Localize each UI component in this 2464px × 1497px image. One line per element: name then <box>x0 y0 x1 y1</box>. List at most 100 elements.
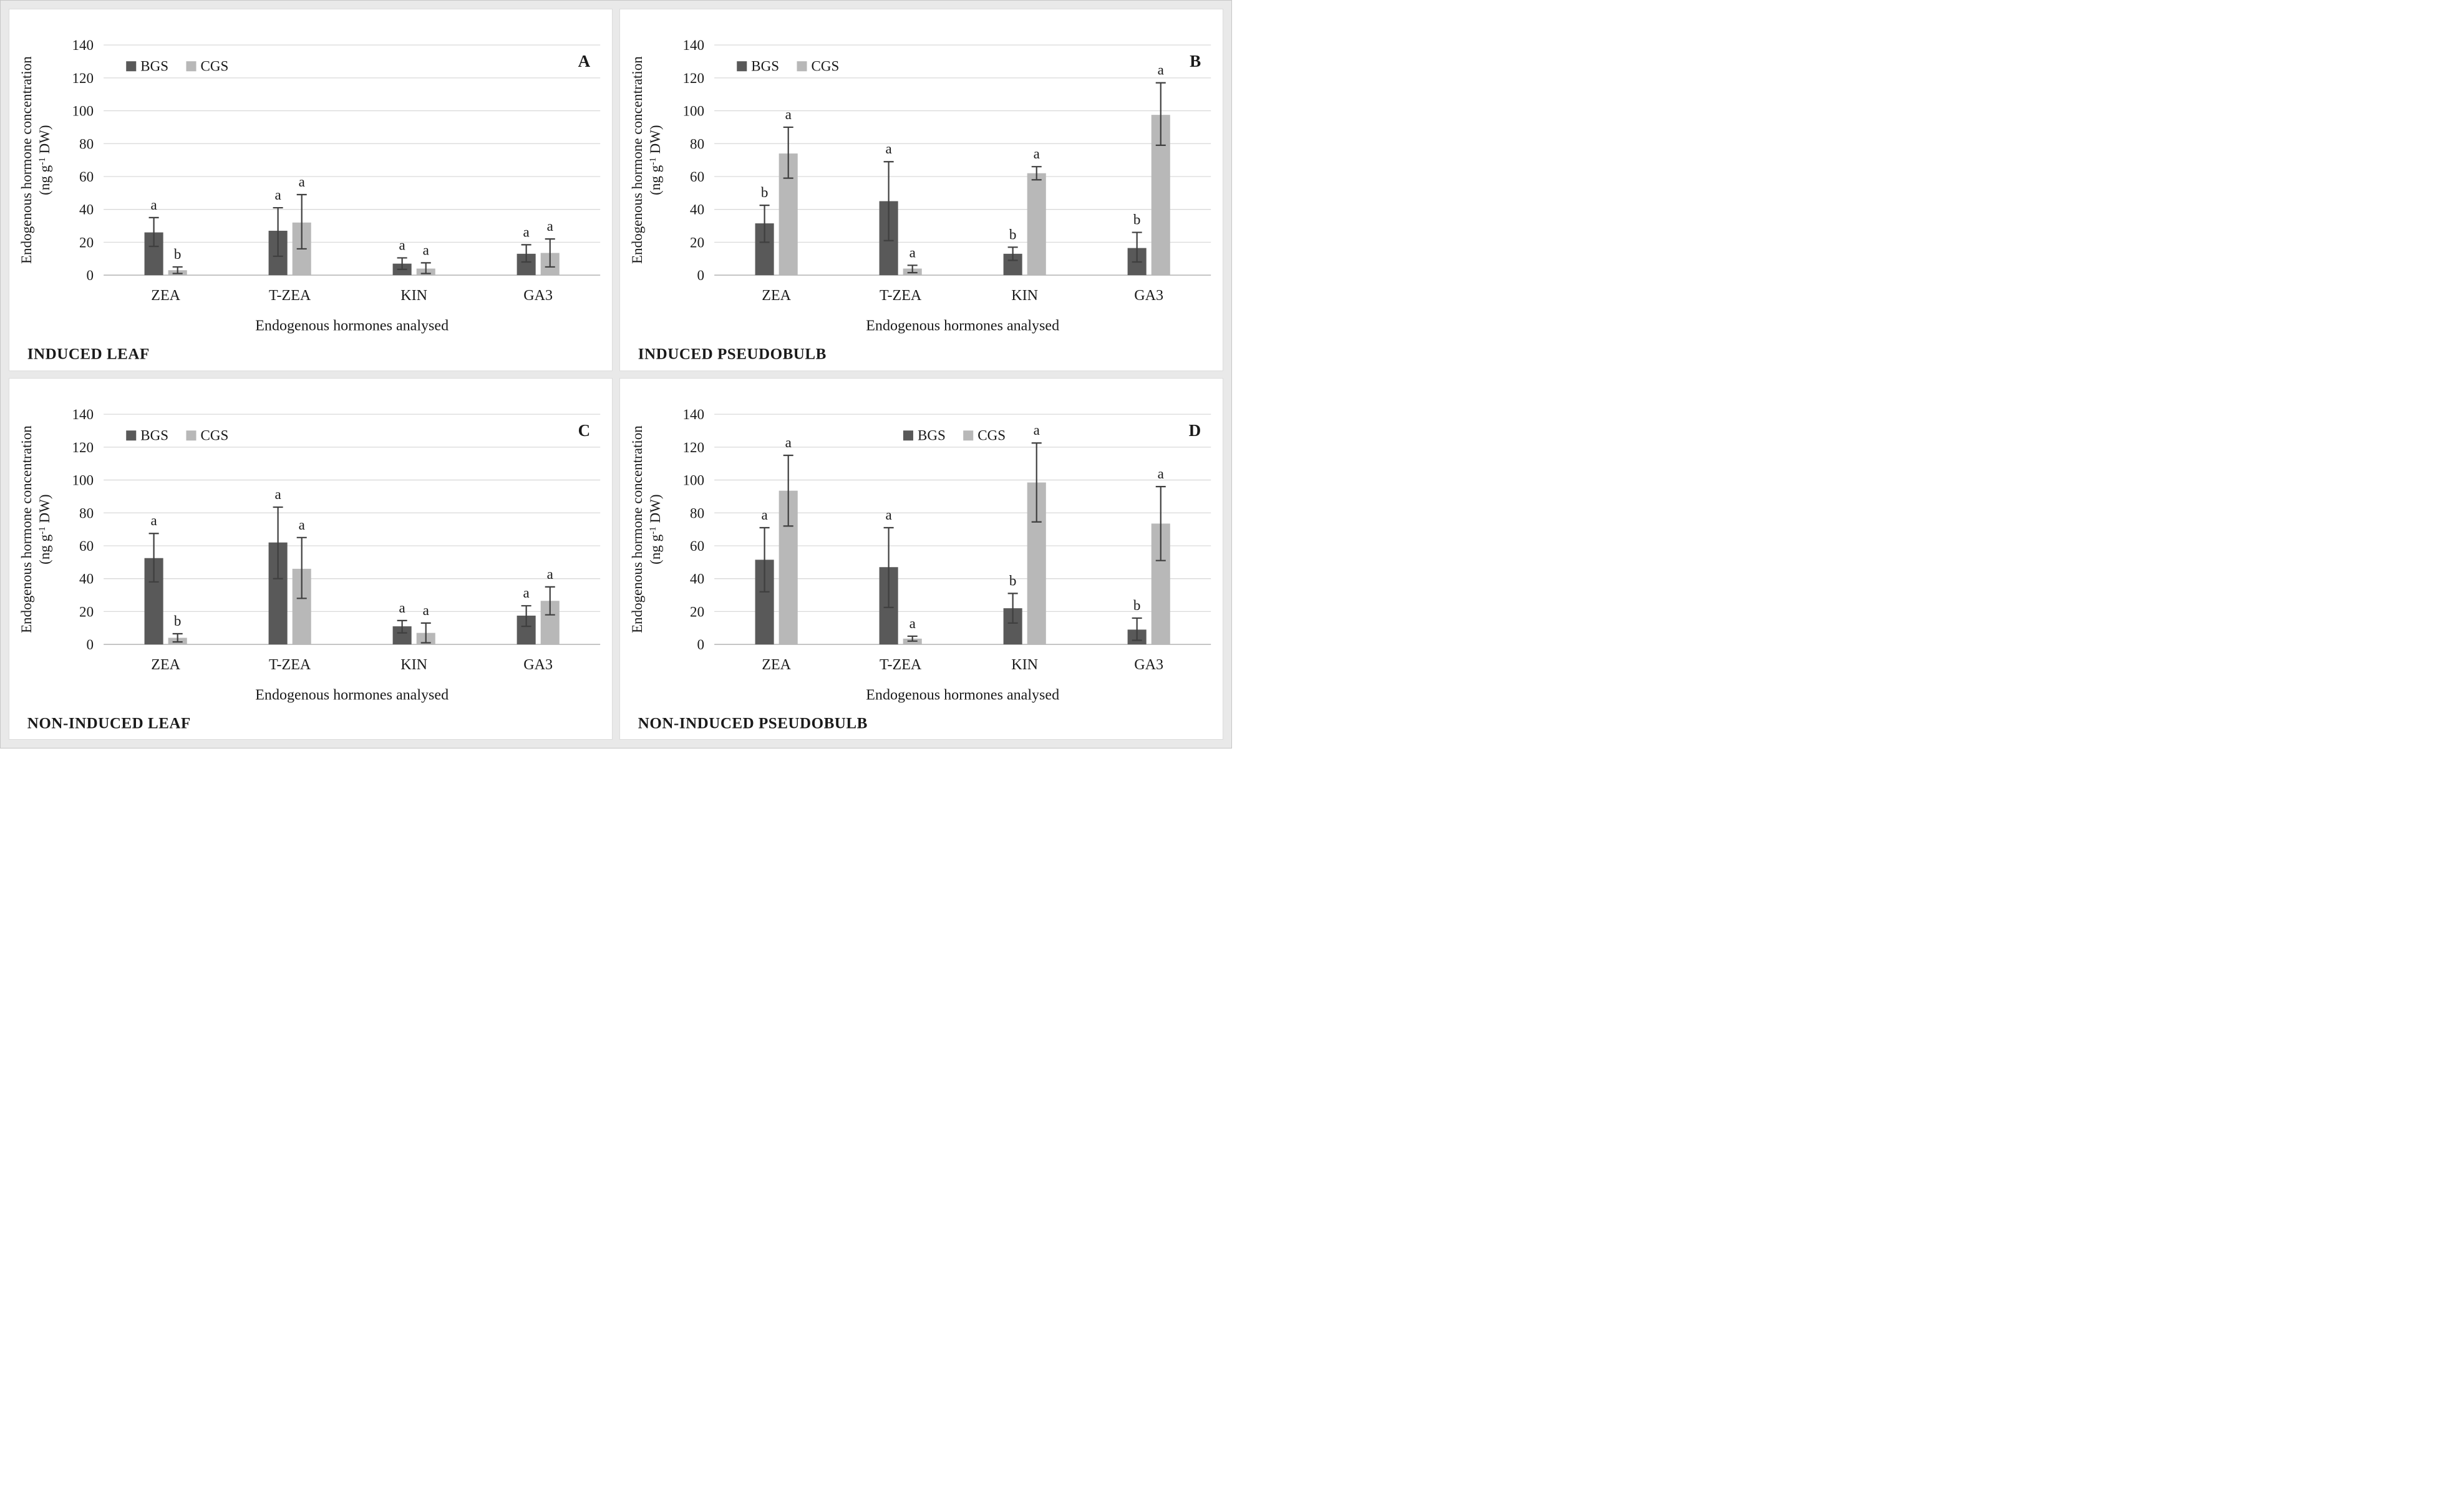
sig-letter: a <box>885 506 891 522</box>
legend-swatch-bgs <box>126 61 137 72</box>
y-axis-title-line1: Endogenous hormone concentration <box>629 56 645 264</box>
sig-letter: a <box>785 434 792 450</box>
legend-swatch-bgs <box>737 61 747 72</box>
legend-label-bgs: BGS <box>751 57 779 74</box>
y-tick-label: 60 <box>79 538 94 554</box>
y-tick-label: 60 <box>79 168 94 185</box>
x-category-label: GA3 <box>1134 288 1163 304</box>
error-bar <box>273 206 283 257</box>
sig-letter: b <box>1009 226 1017 242</box>
y-tick-label: 20 <box>79 603 94 619</box>
chart-b: 0 20 40 60 80 100 120 140 Endogenous hormone con… <box>629 37 1211 362</box>
legend-label-cgs: CGS <box>201 427 229 443</box>
x-category-label: GA3 <box>523 288 553 304</box>
x-category-label: T-ZEA <box>880 657 922 673</box>
y-tick-label: 40 <box>79 570 94 586</box>
x-category-label: KIN <box>1011 657 1038 673</box>
chart-a: 0 20 40 60 80 100 120 140 Endogenous hormone con… <box>18 37 601 362</box>
error-bar <box>1155 82 1166 147</box>
sig-letter: a <box>761 506 767 522</box>
chart-d: 0 20 40 60 80 100 120 140 Endogenous hormone con… <box>629 406 1211 732</box>
legend-label-cgs: CGS <box>977 427 1006 443</box>
sig-letter: b <box>174 612 182 628</box>
sig-letter: a <box>523 584 530 601</box>
y-axis-title-line1: Endogenous hormone concentration <box>629 425 645 632</box>
y-tick-label: 80 <box>79 505 94 521</box>
panel-induced-leaf: 0 20 40 60 80 100 120 140 Endogenous hormone con… <box>9 9 613 371</box>
y-tick-label: 140 <box>683 37 705 53</box>
y-tick-label: 100 <box>72 472 94 488</box>
sig-letter: a <box>150 196 157 213</box>
error-bar <box>397 619 407 634</box>
x-category-label: ZEA <box>151 288 180 304</box>
y-tick-label: 0 <box>697 636 705 652</box>
error-bar <box>420 262 431 274</box>
sig-letter: a <box>909 244 916 260</box>
error-bar <box>296 193 307 250</box>
chart-c: 0 20 40 60 80 100 120 140 Endogenous hormone con… <box>18 406 601 732</box>
sig-letter: a <box>1034 422 1040 438</box>
error-bar <box>545 586 555 616</box>
y-tick-label: 60 <box>690 168 704 185</box>
y-axis-title-line2: (ng g-1 DW) <box>36 125 52 195</box>
error-bar <box>759 526 770 593</box>
y-tick-label: 0 <box>87 636 94 652</box>
y-tick-label: 20 <box>690 234 704 250</box>
x-category-label: GA3 <box>523 657 553 673</box>
error-bar <box>172 266 183 274</box>
error-bar <box>148 532 159 583</box>
x-category-label: KIN <box>1011 288 1038 304</box>
panel-letter: D <box>1189 421 1201 440</box>
y-tick-label: 40 <box>690 201 704 218</box>
legend-label-cgs: CGS <box>812 57 840 74</box>
panel-induced-pseudobulb: 0 20 40 60 80 100 120 140 Endogenous hormone con… <box>619 9 1223 371</box>
sig-letter: b <box>1009 572 1017 588</box>
error-bar <box>1007 246 1018 261</box>
error-bar <box>1132 231 1142 263</box>
error-bar <box>397 257 407 270</box>
x-category-label: T-ZEA <box>269 288 311 304</box>
y-tick-label: 120 <box>72 438 94 455</box>
sig-letter: a <box>1158 465 1164 482</box>
sig-letter: a <box>299 516 305 532</box>
legend-swatch-bgs <box>126 430 137 440</box>
error-bar <box>1132 617 1142 641</box>
legend-label-bgs: BGS <box>918 427 946 443</box>
panel-title: NON-INDUCED PSEUDOBULB <box>638 715 868 732</box>
legend-swatch-cgs <box>186 430 196 440</box>
y-tick-label: 120 <box>683 438 705 455</box>
sig-letter: a <box>785 106 792 122</box>
legend-label-cgs: CGS <box>201 57 229 74</box>
error-bar <box>1155 485 1166 561</box>
sig-letter: a <box>274 187 281 203</box>
x-axis-title: Endogenous hormones analysed <box>866 687 1059 703</box>
panel-non-induced-leaf: 0 20 40 60 80 100 120 140 Endogenous hormone con… <box>9 377 613 740</box>
error-bar <box>783 126 793 179</box>
y-tick-label: 0 <box>87 267 94 283</box>
sig-letter: a <box>150 512 157 528</box>
legend-swatch-cgs <box>186 61 196 72</box>
x-category-label: GA3 <box>1134 657 1163 673</box>
x-category-label: ZEA <box>762 657 791 673</box>
panel-letter: C <box>578 421 591 440</box>
error-bar <box>1031 442 1042 523</box>
sig-letter: a <box>885 140 891 157</box>
legend-swatch-cgs <box>963 430 974 440</box>
error-bar <box>296 536 307 599</box>
y-axis-title-line1: Endogenous hormone concentration <box>18 425 34 632</box>
four-panel-bar-chart-figure: 0 20 40 60 80 100 120 140 Endogenous hormone con… <box>0 0 1232 748</box>
y-tick-label: 140 <box>72 37 94 53</box>
sig-letter: b <box>761 184 769 200</box>
sig-letter: a <box>299 173 305 190</box>
y-tick-label: 140 <box>683 406 705 422</box>
error-bar <box>783 454 793 526</box>
y-tick-label: 20 <box>690 603 704 619</box>
sig-letter: b <box>1133 211 1141 228</box>
x-axis-title: Endogenous hormones analysed <box>866 317 1059 334</box>
y-tick-label: 60 <box>690 538 704 554</box>
sig-letter: b <box>1133 596 1141 613</box>
panel-non-induced-pseudobulb: 0 20 40 60 80 100 120 140 Endogenous hormone con… <box>619 377 1223 740</box>
sig-letter: a <box>423 241 429 258</box>
x-category-label: KIN <box>400 657 427 673</box>
legend-label-bgs: BGS <box>140 427 168 443</box>
